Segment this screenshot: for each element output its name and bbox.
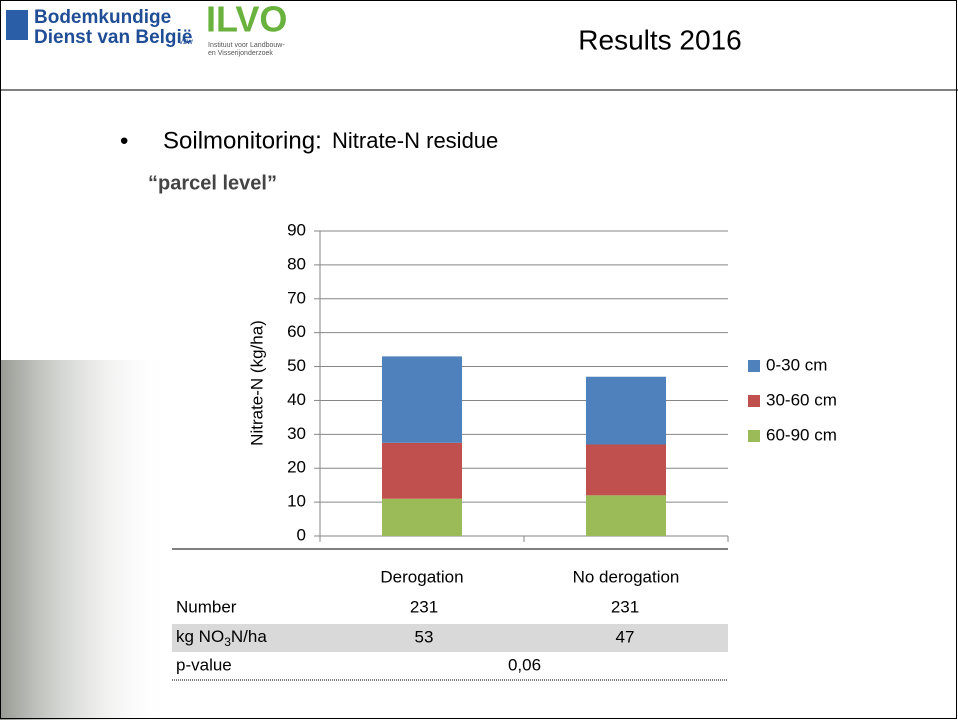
legend-swatch <box>748 360 760 372</box>
table-cell: 231 <box>611 597 639 616</box>
table-row-label: Number <box>176 597 237 616</box>
logo-vzw: vzw <box>179 37 193 46</box>
x-tick-label: No derogation <box>573 567 680 586</box>
y-tick-label: 70 <box>287 288 306 307</box>
legend-label: 0-30 cm <box>766 355 827 374</box>
table-row-label: kg NO3N/ha <box>176 627 267 649</box>
ilvo-sub: en Visserijonderzoek <box>208 50 273 57</box>
slide-title: Results 2016 <box>578 24 741 55</box>
table-cell: 0,06 <box>508 655 541 674</box>
y-tick-label: 80 <box>287 254 306 273</box>
y-axis-label: Nitrate-N (kg/ha) <box>247 320 266 446</box>
legend-label: 30-60 cm <box>766 390 837 409</box>
legend-label: 60-90 cm <box>766 425 837 444</box>
y-tick-label: 50 <box>287 356 306 375</box>
table-cell: 231 <box>410 597 438 616</box>
ilvo-logo: ILVO <box>206 0 287 40</box>
bar-segment <box>382 442 462 499</box>
table-row-label-part: N/ha <box>231 627 267 646</box>
bullet-lead: Soilmonitoring: <box>163 127 322 154</box>
y-tick-label: 10 <box>287 492 306 511</box>
logo-icon <box>6 10 28 40</box>
table-row-label: p-value <box>176 655 232 674</box>
decor-image <box>0 360 170 720</box>
y-tick-label: 60 <box>287 322 306 341</box>
y-tick-label: 40 <box>287 390 306 409</box>
y-tick-label: 0 <box>297 525 306 544</box>
bullet-text: Nitrate-N residue <box>332 128 498 153</box>
bar-segment <box>382 498 462 536</box>
y-tick-label: 30 <box>287 424 306 443</box>
table-row-bg <box>172 624 728 652</box>
bar-segment <box>586 444 666 496</box>
logo-text: Bodemkundige <box>34 7 171 28</box>
table-cell: 47 <box>616 627 635 646</box>
bullet-dot: • <box>120 127 128 154</box>
bullet-sub: “parcel level” <box>148 172 277 194</box>
table-cell: 53 <box>415 627 434 646</box>
table-row-label-part: kg NO <box>176 627 224 646</box>
logo-text: Dienst van België <box>34 27 192 48</box>
legend-swatch <box>748 430 760 442</box>
x-tick-label: Derogation <box>380 567 463 586</box>
y-tick-label: 90 <box>287 220 306 239</box>
bar-segment <box>586 495 666 536</box>
y-tick-label: 20 <box>287 458 306 477</box>
bar-segment <box>586 376 666 445</box>
table-row-label-part: 3 <box>224 635 231 649</box>
legend-swatch <box>748 395 760 407</box>
bar-segment <box>382 356 462 443</box>
ilvo-sub: Instituut voor Landbouw- <box>208 42 285 49</box>
